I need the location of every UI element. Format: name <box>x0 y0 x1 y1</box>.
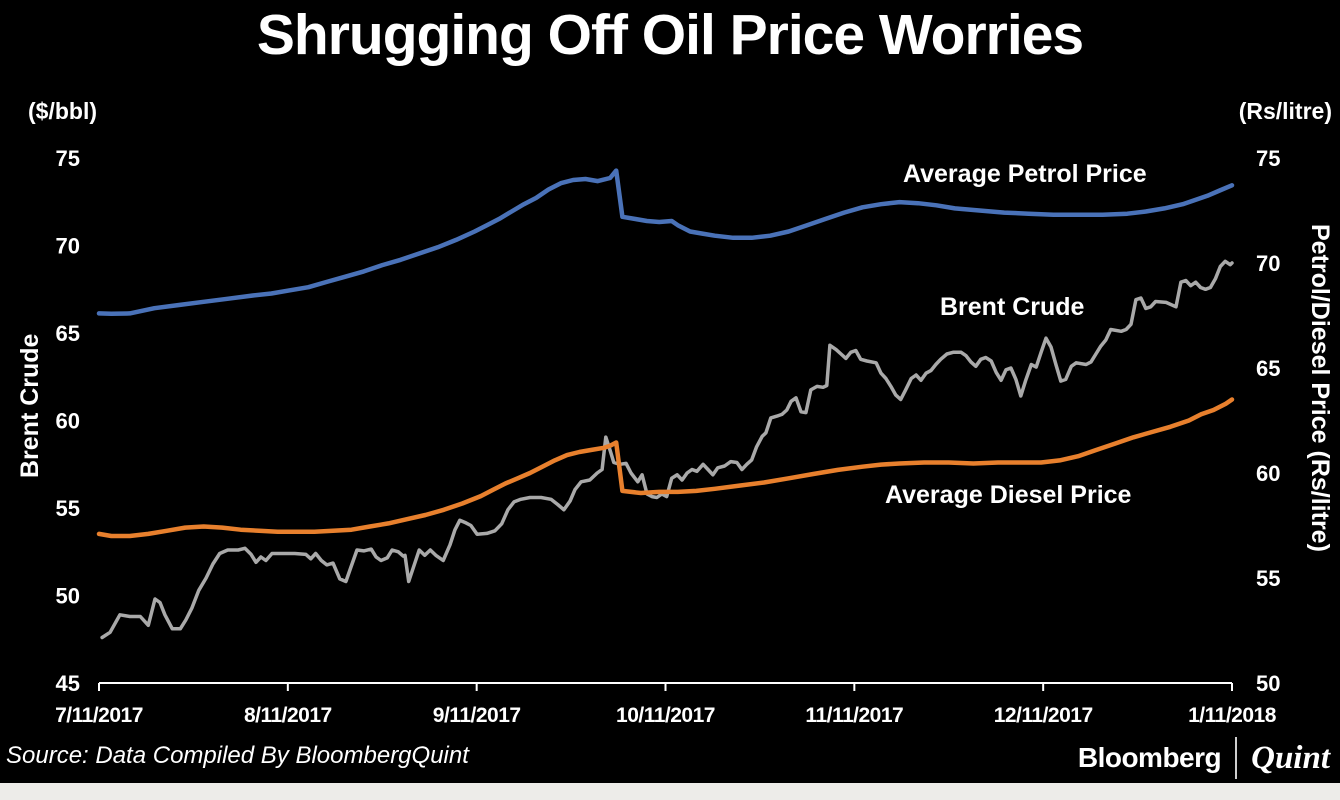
left-axis-tick-label: 50 <box>56 584 80 609</box>
right-axis-tick-label: 60 <box>1256 461 1280 486</box>
left-axis-tick-label: 75 <box>56 146 80 171</box>
right-axis-tick-label: 55 <box>1256 566 1280 591</box>
series-label-average-petrol-price: Average Petrol Price <box>903 160 1147 188</box>
x-axis-tick-label: 7/11/2017 <box>55 704 143 727</box>
series-line-average-petrol-price <box>96 168 1235 317</box>
x-axis-tick-label: 12/11/2017 <box>994 704 1093 727</box>
brand-logo: Bloomberg Quint <box>1078 736 1330 780</box>
series-label-average-diesel-price: Average Diesel Price <box>885 481 1132 509</box>
source-note: Source: Data Compiled By BloombergQuint <box>6 742 469 769</box>
right-axis-tick-label: 75 <box>1256 146 1280 171</box>
quint-logo: Quint <box>1251 739 1330 776</box>
brand-divider <box>1235 737 1238 779</box>
x-axis-tick-label: 8/11/2017 <box>244 704 332 727</box>
bottom-strip <box>0 783 1340 800</box>
left-axis-tick-label: 60 <box>56 409 80 434</box>
right-axis-unit-label: (Rs/litre) <box>1238 98 1332 124</box>
right-axis-tick-label: 50 <box>1256 671 1280 696</box>
x-axis-tick-label: 10/11/2017 <box>616 704 715 727</box>
left-axis-tick-label: 55 <box>56 496 80 521</box>
bloomberg-logo: Bloomberg <box>1077 742 1222 773</box>
x-axis-tick-label: 1/11/2018 <box>1188 704 1277 727</box>
right-axis-tick-label: 65 <box>1256 356 1280 381</box>
series-line-brent-crude <box>100 259 1234 640</box>
x-axis-tick-label: 11/11/2017 <box>805 704 903 727</box>
right-axis-tick-label: 70 <box>1256 251 1280 276</box>
series-line-average-diesel-price <box>96 397 1235 539</box>
left-axis-tick-label: 70 <box>56 234 80 259</box>
series-label-brent-crude: Brent Crude <box>940 293 1085 321</box>
left-axis-tick-label: 45 <box>56 671 80 696</box>
left-axis-tick-label: 65 <box>56 321 80 346</box>
left-axis-unit-label: ($/bbl) <box>28 98 97 124</box>
chart-title: Shrugging Off Oil Price Worries <box>256 3 1084 67</box>
x-axis-tick-label: 9/11/2017 <box>433 704 521 727</box>
